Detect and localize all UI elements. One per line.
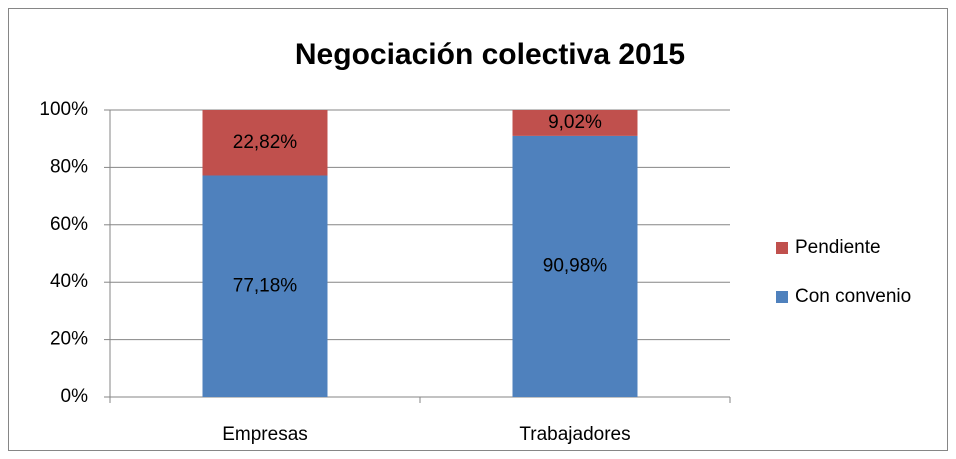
chart-title: Negociación colectiva 2015 — [295, 38, 685, 71]
bar-segment — [202, 110, 328, 176]
value-label: 22,82% — [233, 132, 298, 153]
bar-segment — [512, 110, 638, 136]
legend-swatch — [776, 291, 788, 303]
value-label: 77,18% — [233, 275, 298, 296]
y-tick-label: 40% — [50, 271, 88, 292]
x-tick-label: Empresas — [222, 424, 308, 445]
chart-border — [8, 8, 948, 451]
x-tick-label: Trabajadores — [519, 424, 630, 445]
y-tick-label: 100% — [39, 99, 88, 120]
y-tick-label: 20% — [50, 329, 88, 350]
bar-segment — [512, 135, 638, 398]
value-label: 9,02% — [548, 112, 602, 133]
y-tick-label: 80% — [50, 156, 88, 177]
legend-label: Pendiente — [795, 237, 881, 258]
bar-segment — [202, 175, 328, 397]
value-label: 90,98% — [543, 255, 608, 276]
legend-label: Con convenio — [795, 286, 911, 307]
y-tick-label: 60% — [50, 214, 88, 235]
legend-swatch — [776, 242, 788, 254]
y-tick-label: 0% — [61, 386, 89, 407]
